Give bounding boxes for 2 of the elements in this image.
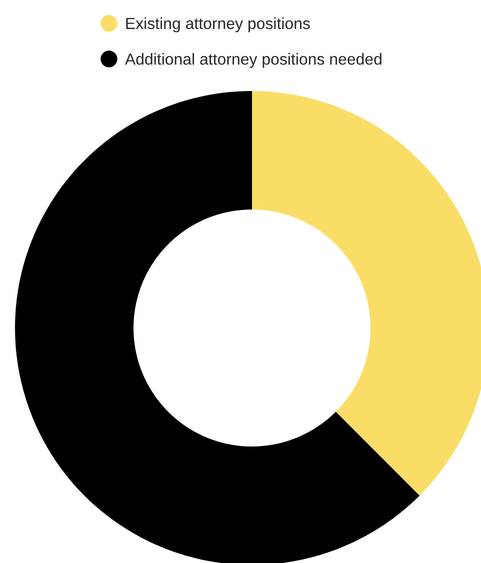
legend-label: Additional attorney positions needed: [124, 53, 382, 68]
legend-label: Existing attorney positions: [126, 17, 310, 32]
